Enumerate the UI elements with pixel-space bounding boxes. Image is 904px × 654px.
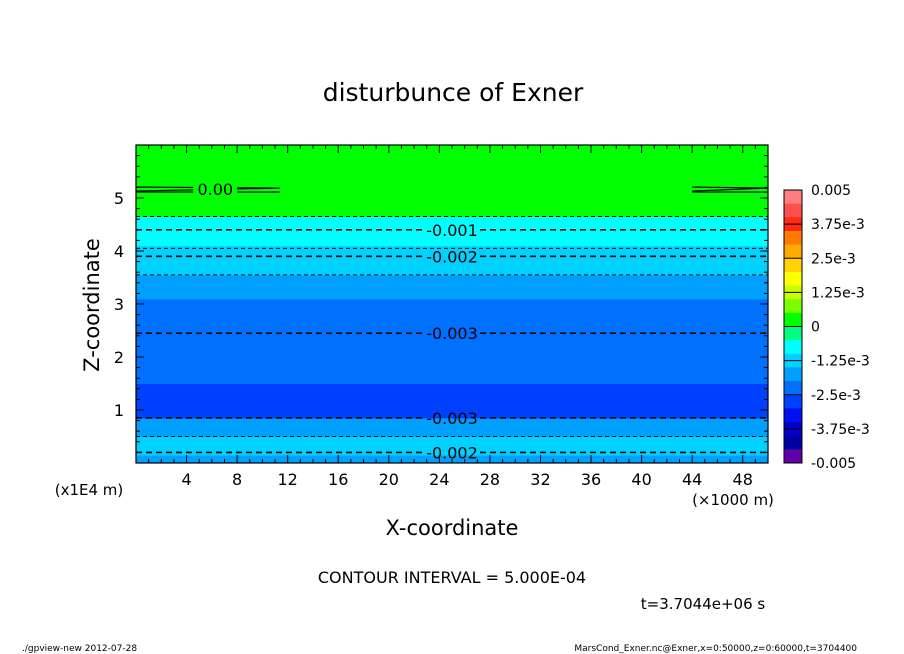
y-unit-label: (x1E4 m): [55, 481, 124, 499]
colorbar-label-8: -0.005: [811, 456, 856, 472]
colorbar-swatch-0: [784, 190, 802, 205]
x-tick-label-16: 16: [328, 470, 348, 489]
y-tick-label-5: 5: [114, 189, 124, 208]
colorbar-swatch-3: [784, 230, 802, 245]
colorbar-swatch-9: [784, 312, 802, 327]
colorbar-swatch-18: [784, 435, 802, 450]
colorbar-swatch-4: [784, 244, 802, 259]
colorbar-label-0: 0.005: [811, 183, 851, 199]
y-axis-ticks: 1 2 3 4 5: [114, 155, 768, 453]
contour-band-10: [136, 145, 768, 218]
contour-label-bg-0: [193, 180, 238, 197]
colorbar-swatch-13: [784, 367, 802, 382]
x-axis-ticks: 4 8 12 16 20 24 28 32 36 40 44 48: [148, 145, 756, 489]
contour-label-1: -0.001: [426, 221, 478, 240]
x-unit-label: (×1000 m): [692, 491, 774, 509]
contour-band-8: [136, 245, 768, 263]
y-tick-label-2: 2: [114, 348, 124, 367]
colorbar-swatch-10: [784, 326, 802, 341]
footer-left: ./gpview-new 2012-07-28: [22, 644, 137, 654]
colorbar-swatch-19: [784, 449, 802, 464]
x-tick-label-48: 48: [733, 470, 753, 489]
x-tick-label-44: 44: [682, 470, 702, 489]
y-tick-label-3: 3: [114, 295, 124, 314]
contour-band-4: [136, 333, 768, 384]
colorbar-swatch-11: [784, 340, 802, 355]
contour-interval-text: CONTOUR INTERVAL = 5.000E-04: [318, 568, 586, 587]
x-tick-label-4: 4: [181, 470, 191, 489]
colorbar-label-3: 1.25e-3: [811, 285, 865, 301]
contour-band-7: [136, 261, 768, 276]
contour-band-1: [136, 436, 768, 456]
y-tick-label-4: 4: [114, 242, 124, 261]
x-tick-label-28: 28: [480, 470, 500, 489]
contour-label-0: 0.00: [197, 180, 233, 199]
x-tick-label-12: 12: [278, 470, 298, 489]
x-tick-label-20: 20: [379, 470, 399, 489]
colorbar-label-6: -2.5e-3: [811, 388, 861, 404]
colorbar-label-2: 2.5e-3: [811, 251, 856, 267]
plot-fill-area: [136, 145, 768, 464]
colorbar-label-5: -1.25e-3: [811, 354, 870, 370]
contour-lines: 0.00-0.001-0.002-0.003-0.003-0.002: [135, 180, 769, 462]
colorbar-swatch-8: [784, 299, 802, 314]
colorbar-swatch-5: [784, 258, 802, 273]
contour-label-3: -0.003: [426, 324, 478, 343]
colorbar-swatch-15: [784, 394, 802, 409]
contour-band-5: [136, 298, 768, 334]
contour-band-6: [136, 274, 768, 300]
contour-band-3: [136, 383, 768, 419]
colorbar-swatch-16: [784, 408, 802, 423]
x-tick-label-40: 40: [631, 470, 651, 489]
y-axis-label: Z-coordinate: [80, 238, 104, 372]
x-tick-label-24: 24: [429, 470, 449, 489]
x-tick-label-8: 8: [232, 470, 242, 489]
contour-band-2: [136, 417, 768, 437]
colorbar-label-4: 0: [811, 320, 820, 336]
x-axis-label: X-coordinate: [386, 516, 519, 540]
contour-label-2: -0.002: [426, 247, 478, 266]
time-label: t=3.7044e+06 s: [641, 595, 766, 613]
x-tick-label-32: 32: [530, 470, 550, 489]
x-tick-label-36: 36: [581, 470, 601, 489]
colorbar-swatch-1: [784, 203, 802, 218]
footer-right: MarsCond_Exner.nc@Exner,x=0:50000,z=0:60…: [574, 644, 857, 654]
colorbar-label-7: -3.75e-3: [811, 422, 870, 438]
colorbar-label-1: 3.75e-3: [811, 217, 865, 233]
chart-title: disturbunce of Exner: [323, 78, 584, 107]
contour-label-4: -0.003: [426, 409, 478, 428]
colorbar: 0.005 3.75e-3 2.5e-3 1.25e-3 0 -1.25e-3 -2.5e-…: [783, 183, 870, 472]
y-tick-label-1: 1: [114, 401, 124, 420]
colorbar-swatch-14: [784, 381, 802, 396]
colorbar-swatch-6: [784, 271, 802, 286]
contour-band-9: [136, 216, 768, 247]
